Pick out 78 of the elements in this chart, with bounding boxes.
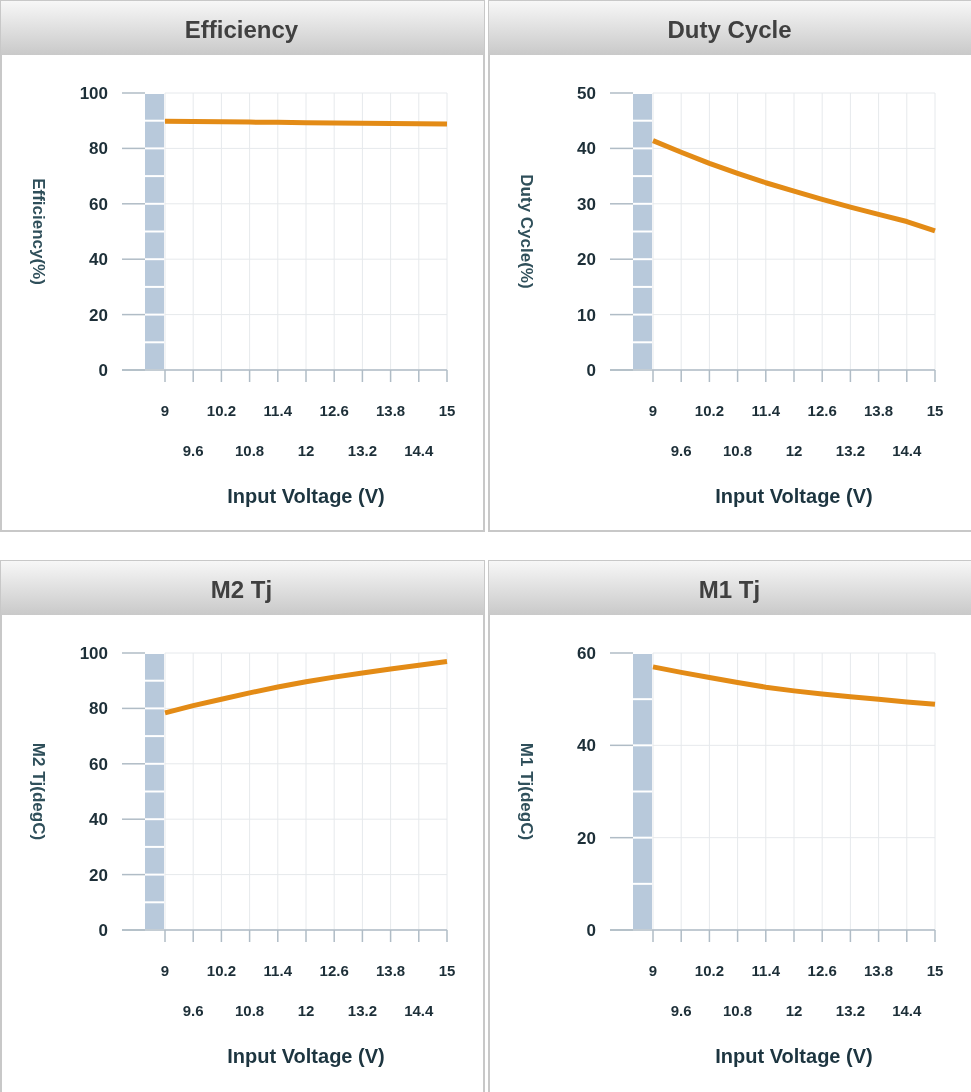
x2-tick-label: 10.8: [723, 442, 753, 459]
y-tick-label: 40: [577, 736, 596, 756]
y-tick-label: 60: [89, 194, 108, 214]
x2-tick-label: 13.2: [347, 1002, 377, 1019]
x-tick-label: 15: [438, 962, 456, 979]
y-tick-label: 80: [89, 699, 108, 719]
x2-tick-label: 14.4: [404, 1002, 435, 1019]
y-tick-label: 0: [98, 360, 108, 380]
x2-tick-label: 12: [297, 442, 315, 459]
x-tick-label: 9: [160, 402, 170, 419]
chart-title: Duty Cycle: [667, 16, 792, 43]
x2-tick-label: 9.6: [670, 442, 692, 459]
y-tick-label: 0: [98, 920, 108, 940]
chart-title: M2 Tj: [210, 576, 273, 603]
x-tick-label: 10.2: [694, 402, 724, 419]
x-tick-label: 10.2: [206, 962, 236, 979]
x-tick-label: 15: [926, 402, 944, 419]
x2-tick-label: 13.2: [835, 442, 865, 459]
x2-tick-label: 14.4: [892, 442, 923, 459]
x-tick-label: 12.6: [807, 962, 837, 979]
x-tick-label: 13.8: [864, 402, 894, 419]
x-tick-label: 12.6: [807, 402, 837, 419]
y-tick-label: 40: [89, 250, 108, 270]
y-tick-label: 50: [577, 83, 596, 103]
y-tick-label: 100: [79, 643, 108, 663]
x-tick-label: 15: [926, 962, 944, 979]
x-tick-label: 9: [648, 402, 658, 419]
x2-tick-label: 14.4: [404, 442, 435, 459]
y-axis-title: Duty Cycle(%): [517, 174, 536, 289]
y-tick-label: 0: [586, 920, 596, 940]
x-tick-label: 12.6: [319, 402, 349, 419]
x-tick-label: 15: [438, 402, 456, 419]
x-axis-title: Input Voltage (V): [227, 1045, 385, 1067]
y-tick-label: 20: [577, 250, 596, 270]
x2-tick-label: 10.8: [723, 1002, 753, 1019]
x-tick-label: 11.4: [263, 962, 293, 979]
x2-tick-label: 9.6: [182, 442, 204, 459]
x2-tick-label: 12: [785, 442, 803, 459]
x-axis-title: Input Voltage (V): [227, 485, 385, 507]
y-tick-label: 10: [577, 305, 596, 325]
x2-tick-label: 14.4: [892, 1002, 923, 1019]
y-tick-label: 20: [89, 305, 108, 325]
y-tick-label: 30: [577, 194, 596, 214]
x-tick-label: 10.2: [206, 402, 236, 419]
x2-tick-label: 10.8: [235, 1002, 265, 1019]
x2-tick-label: 9.6: [182, 1002, 204, 1019]
x-tick-label: 11.4: [751, 402, 781, 419]
x2-tick-label: 13.2: [347, 442, 377, 459]
y-tick-label: 80: [89, 139, 108, 159]
y-tick-label: 20: [577, 828, 596, 848]
y-axis-title: Efficiency(%): [29, 178, 48, 285]
y-tick-label: 40: [89, 810, 108, 830]
y-tick-label: 100: [79, 83, 108, 103]
x-tick-label: 11.4: [751, 962, 781, 979]
y-axis-title: M1 Tj(degC): [517, 742, 536, 841]
x-tick-label: 13.8: [376, 402, 406, 419]
y-axis-title: M2 Tj(degC): [29, 742, 48, 841]
x-tick-label: 12.6: [319, 962, 349, 979]
x2-tick-label: 13.2: [835, 1002, 865, 1019]
x2-tick-label: 9.6: [670, 1002, 692, 1019]
x-tick-label: 13.8: [376, 962, 406, 979]
x-axis-title: Input Voltage (V): [715, 485, 873, 507]
x-tick-label: 9: [648, 962, 658, 979]
chart-title: Efficiency: [184, 16, 299, 43]
y-tick-label: 0: [586, 360, 596, 380]
y-tick-label: 60: [89, 754, 108, 774]
chart-title: M1 Tj: [698, 576, 761, 603]
x2-tick-label: 12: [297, 1002, 315, 1019]
x-tick-label: 9: [160, 962, 170, 979]
x-axis-title: Input Voltage (V): [715, 1045, 873, 1067]
y-tick-label: 40: [577, 139, 596, 159]
y-tick-label: 20: [89, 865, 108, 885]
x-tick-label: 11.4: [263, 402, 293, 419]
x-tick-label: 10.2: [694, 962, 724, 979]
y-tick-label: 60: [577, 643, 596, 663]
x2-tick-label: 10.8: [235, 442, 265, 459]
x2-tick-label: 12: [785, 1002, 803, 1019]
x-tick-label: 13.8: [864, 962, 894, 979]
